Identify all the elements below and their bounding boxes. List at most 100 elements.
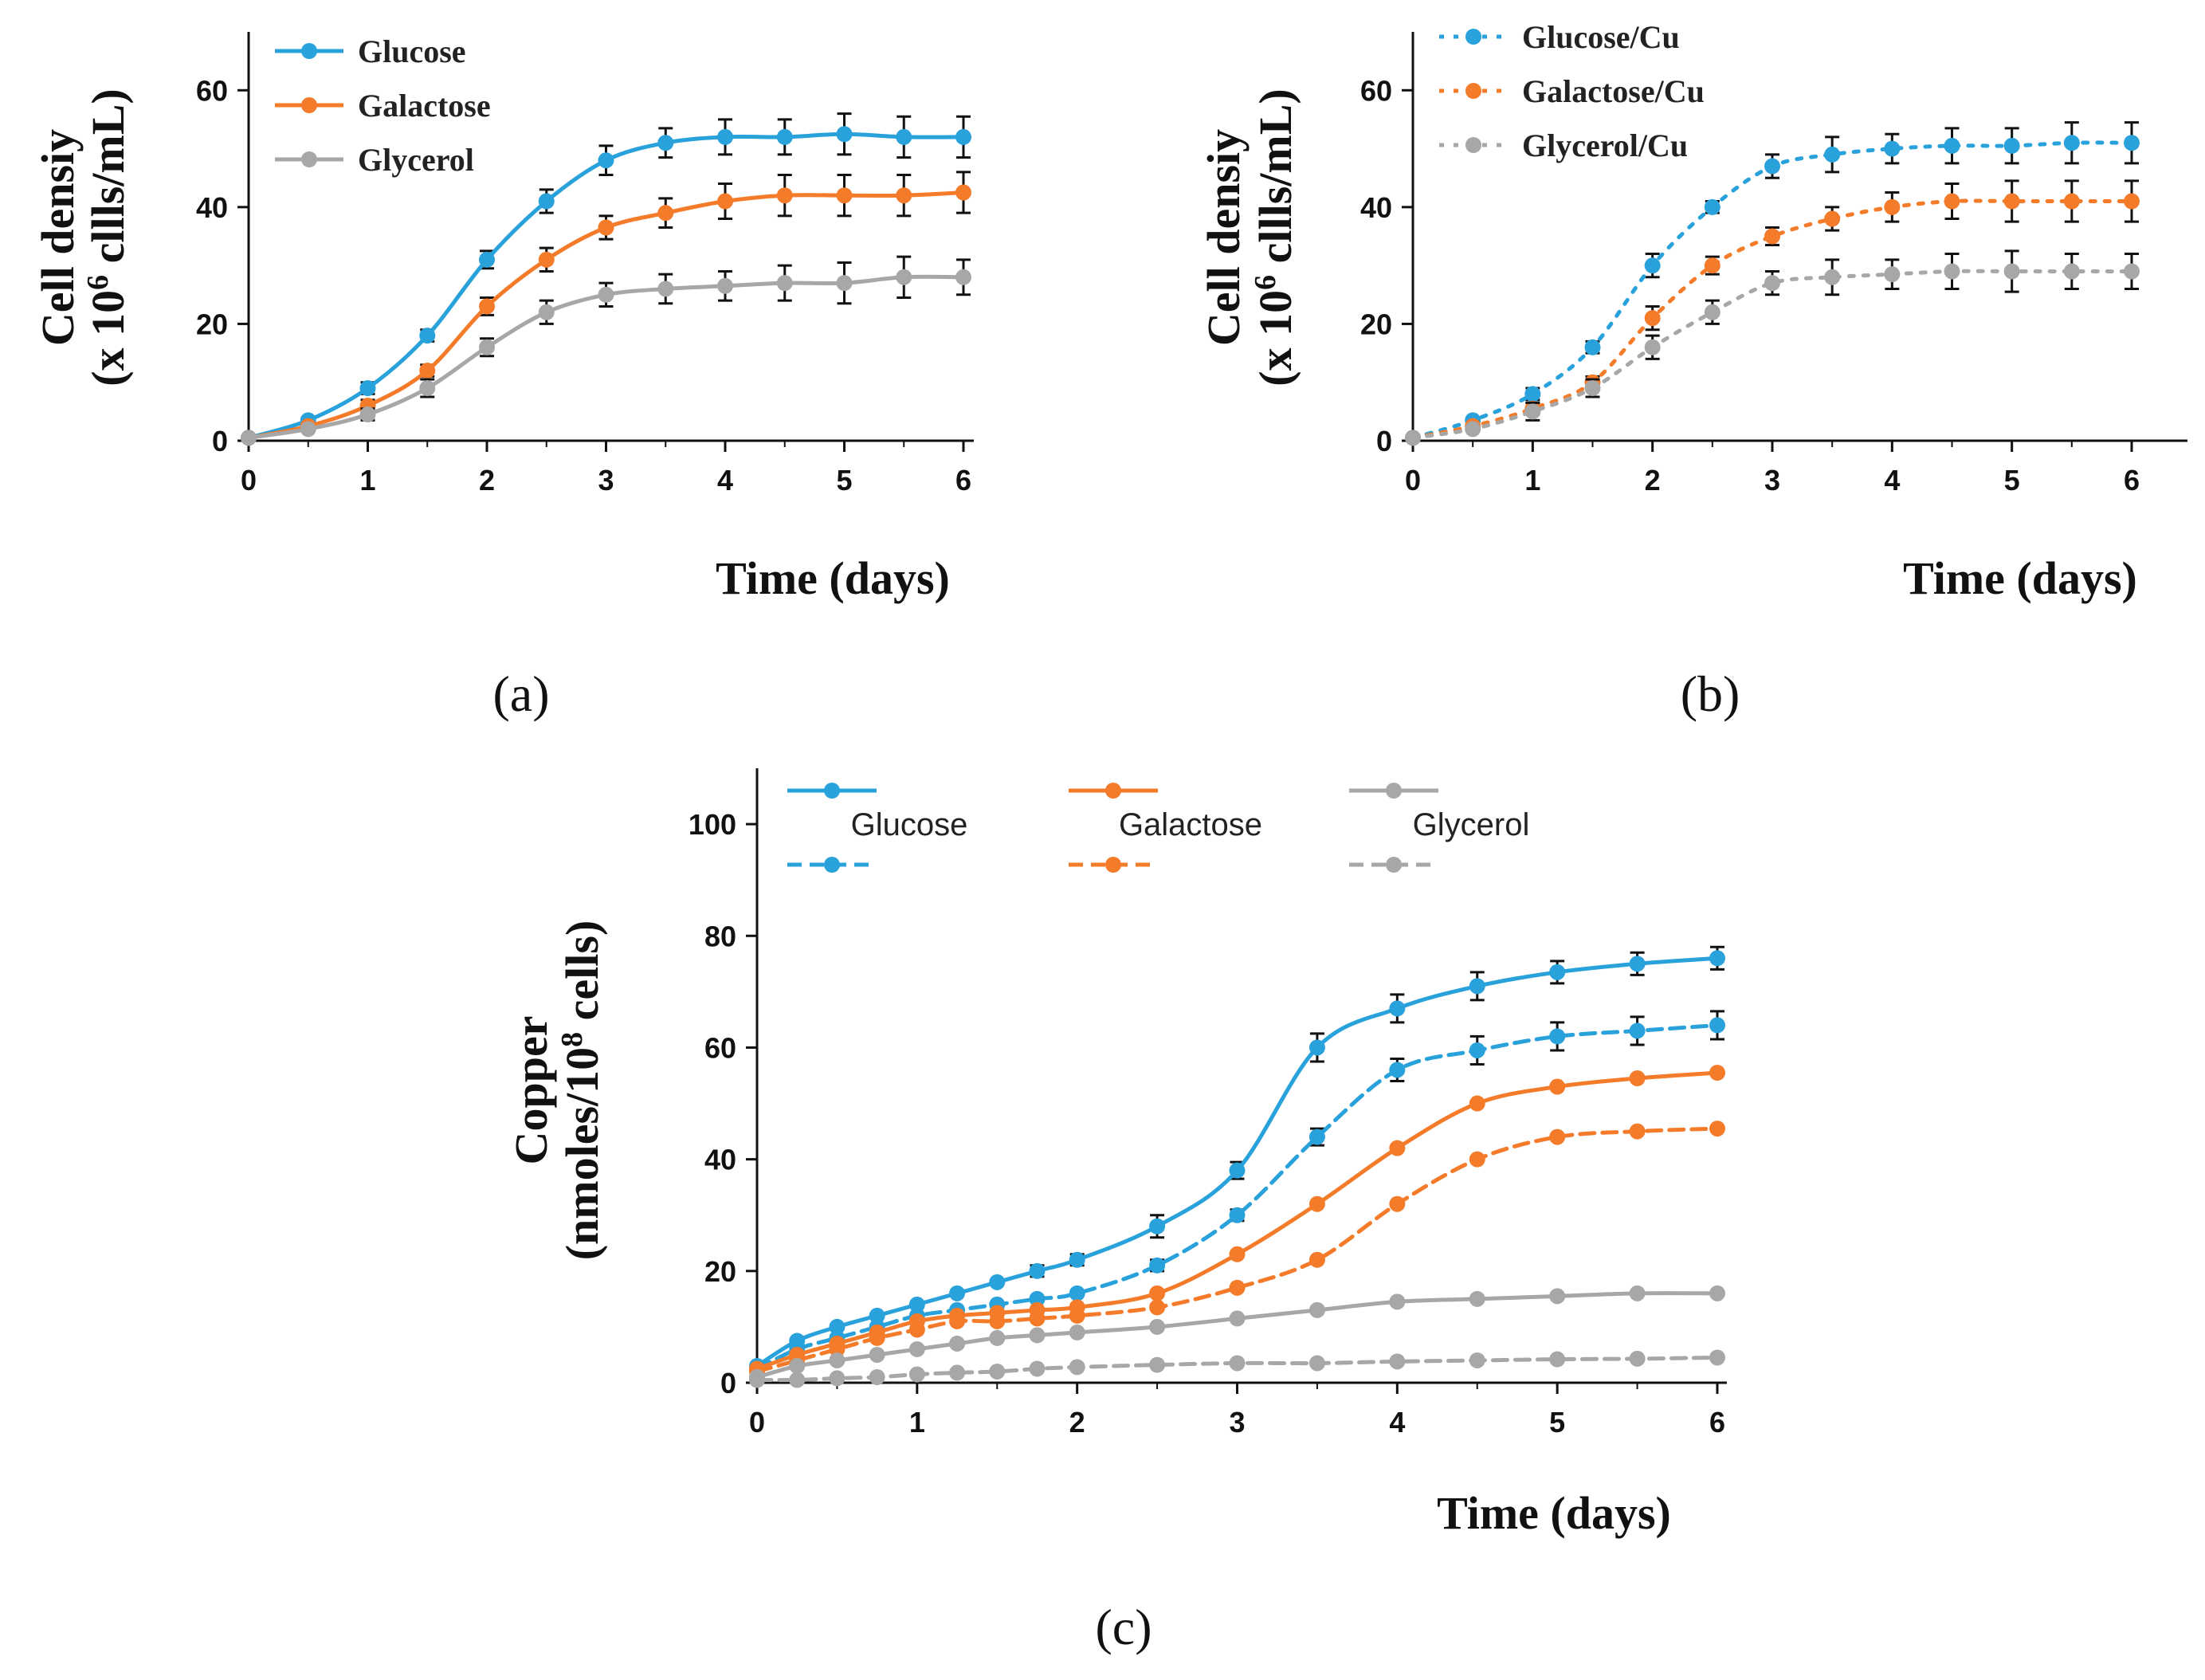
data-point [1709,950,1725,967]
data-point [776,187,793,204]
data-point [776,128,793,145]
y-tick-label: 60 [704,1031,736,1064]
x-tick-label: 5 [2004,464,2020,497]
data-point [896,269,912,285]
series-glucose [749,945,1725,1374]
series-glycerol-cu [749,1349,1725,1388]
data-point [1704,257,1720,274]
y-tick-label: 40 [196,191,228,224]
data-point [717,193,733,210]
data-point [479,251,495,268]
x-tick-label: 6 [955,464,971,497]
x-tick-label: 2 [479,464,495,497]
data-point [1149,1318,1166,1335]
data-point [989,1363,1006,1380]
data-point [1389,1140,1406,1156]
data-point [908,1321,925,1338]
data-point [1469,978,1485,995]
data-point [908,1340,925,1357]
data-point [829,1318,846,1335]
y-axis-title-line1: Cell densiy [1198,129,1250,346]
data-point [955,269,971,285]
panel-label: (c) [1095,1599,1152,1655]
data-point [598,152,614,169]
y-tick-label: 80 [704,920,736,952]
data-point [869,1346,885,1363]
data-point [1644,339,1661,355]
data-point [1629,956,1646,972]
data-point [1884,198,1901,215]
data-point [1069,1324,1085,1340]
data-point [1629,1023,1646,1039]
data-point [989,1274,1006,1290]
x-tick-label: 1 [1524,464,1540,497]
data-point [1229,1279,1246,1296]
x-tick-label: 5 [1549,1406,1565,1439]
y-tick-label: 0 [720,1367,736,1399]
data-point [717,128,733,145]
data-point [1469,1290,1485,1307]
data-point [1549,1028,1566,1045]
data-point [989,1329,1006,1346]
data-point [1884,140,1901,157]
legend-marker [1465,29,1481,45]
data-point [776,275,793,292]
x-tick-label: 6 [2124,464,2140,497]
data-point [1389,1195,1406,1212]
data-point [1469,1151,1485,1168]
legend-label: Glucose [851,807,968,842]
legend-label: Galactose [358,88,491,124]
data-point [1644,257,1661,274]
data-point [1709,1121,1725,1137]
data-point [1308,1301,1325,1318]
x-tick-label: 4 [1884,464,1900,497]
data-point [1229,1162,1246,1179]
legend-marker [1386,857,1402,873]
x-tick-label: 0 [1405,464,1421,497]
data-point [2124,135,2140,151]
data-point [1069,1359,1085,1376]
y-tick-label: 40 [1360,191,1392,224]
data-point [538,304,555,320]
legend-label: Glucose/Cu [1522,19,1680,55]
data-point [717,277,733,294]
data-point [1229,1355,1246,1372]
panel-label: (a) [492,665,549,722]
data-point [598,286,614,303]
data-point [1149,1299,1166,1316]
data-point [1584,339,1601,355]
data-point [479,298,495,315]
y-axis-title-superscript: 8 [555,1032,589,1047]
data-point [1709,1017,1725,1034]
data-point [1149,1356,1166,1373]
data-point [2063,135,2080,151]
data-point [1465,421,1481,438]
legend-label: Glycerol [1413,807,1530,842]
data-point [1824,146,1841,163]
data-point [789,1372,806,1388]
legend-marker [1105,783,1121,799]
y-tick-label: 20 [196,308,228,340]
y-axis-title-line1: Copper [505,1016,557,1165]
series-galactose-cu [1405,179,2140,446]
data-point [2003,193,2020,210]
legend-marker [1465,137,1481,153]
legend-label: Glycerol/Cu [1522,128,1688,163]
y-tick-label: 20 [1360,308,1392,340]
data-point [1629,1123,1646,1140]
data-point [908,1296,925,1313]
data-point [2124,263,2140,280]
data-point [300,421,316,438]
x-axis-title: Time (days) [1903,552,2137,604]
data-point [598,219,614,236]
x-tick-label: 2 [1645,464,1661,497]
data-point [1308,1129,1325,1145]
data-point [836,187,853,204]
data-point [1029,1327,1046,1344]
data-point [1584,380,1601,397]
y-tick-label: 60 [1360,74,1392,107]
data-point [1524,386,1541,402]
x-tick-label: 3 [598,464,614,497]
